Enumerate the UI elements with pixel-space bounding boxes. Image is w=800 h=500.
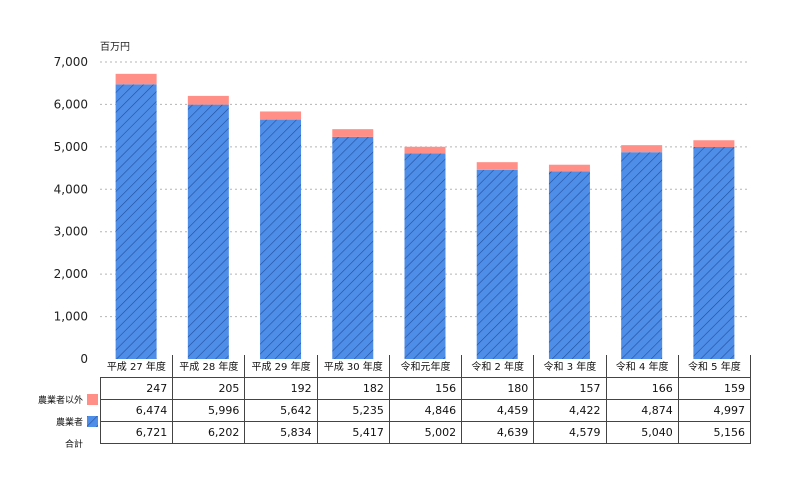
table-cell: 4,997 [677, 398, 751, 422]
table-cell: 4,639 [461, 420, 535, 444]
table-cell: 157 [533, 376, 607, 400]
bar-non-farmer [187, 95, 229, 105]
bar-farmer [693, 146, 735, 359]
data-table: 平成 27 年度 平成 28 年度 平成 29 年度 平成 30 年度 令和元年度 令和 … [99, 355, 751, 444]
table-cell: 6,202 [172, 420, 246, 444]
bar-non-farmer [404, 146, 446, 154]
table-cell: 5,996 [172, 398, 246, 422]
table-cell: 5,156 [677, 420, 751, 444]
legend-swatch-farmer [87, 415, 98, 427]
table-cell: 156 [388, 376, 463, 400]
table-row-labels: 農業者以外 農業者 合計 [20, 388, 98, 454]
table-cell: 166 [605, 376, 679, 400]
category-label: 令和 3 年度 [533, 355, 607, 378]
bar-farmer [476, 169, 518, 359]
table-cell: 5,642 [244, 398, 318, 422]
bar-farmer [548, 171, 590, 359]
table-cell: 247 [99, 376, 174, 400]
table-cell: 6,474 [99, 398, 174, 422]
bar-farmer [621, 152, 663, 359]
table-cell: 159 [677, 376, 751, 400]
bar-non-farmer [476, 162, 518, 170]
table-cell: 6,721 [99, 420, 174, 444]
table-cell: 192 [244, 376, 318, 400]
y-tick-label: 0 [80, 352, 88, 366]
table-cell: 4,874 [605, 398, 679, 422]
table-cell: 5,417 [316, 420, 390, 444]
bar-non-farmer [260, 111, 302, 120]
row-farmer: 6,474 5,996 5,642 5,235 4,846 4,459 4,422 4,874… [99, 398, 751, 422]
category-label: 平成 29 年度 [244, 355, 318, 378]
table-cell: 5,040 [605, 420, 679, 444]
category-label: 令和 4 年度 [605, 355, 679, 378]
legend-swatch-non-farmer [87, 393, 98, 405]
bar-non-farmer [332, 129, 374, 137]
bar-non-farmer [621, 145, 663, 153]
table-cell: 4,846 [388, 398, 463, 422]
bar-farmer [260, 119, 302, 359]
bar-farmer [187, 104, 229, 359]
bar-farmer [404, 153, 446, 359]
category-label: 平成 30 年度 [316, 355, 390, 378]
table-cell: 182 [316, 376, 390, 400]
table-cell: 4,459 [461, 398, 535, 422]
table-cell: 4,579 [533, 420, 607, 444]
category-label: 平成 27 年度 [100, 355, 174, 378]
table-cell: 205 [172, 376, 246, 400]
y-tick-labels: 0 1,000 2,000 3,000 4,000 5,000 6,000 7,000 [54, 55, 88, 366]
table-cell: 4,422 [533, 398, 607, 422]
y-tick-label: 2,000 [54, 267, 88, 281]
row-label-total: 合計 [20, 432, 98, 454]
y-tick-label: 5,000 [54, 140, 88, 154]
row-label-non-farmer-text: 農業者以外 [37, 395, 83, 406]
category-label: 令和 5 年度 [677, 355, 751, 378]
table-cell: 5,834 [244, 420, 318, 444]
row-label-farmer: 農業者 [20, 410, 98, 432]
row-label-farmer-text: 農業者 [55, 417, 83, 428]
y-tick-label: 6,000 [54, 97, 88, 111]
bar-farmer [115, 84, 157, 359]
category-label: 平成 28 年度 [172, 355, 246, 378]
category-label: 令和元年度 [388, 355, 463, 378]
y-tick-label: 4,000 [54, 182, 88, 196]
bar-non-farmer [548, 164, 590, 172]
bars [115, 73, 735, 359]
y-axis-unit: 百万円 [100, 42, 130, 53]
row-total: 6,721 6,202 5,834 5,417 5,002 4,639 4,579 5,040… [99, 420, 751, 444]
bar-non-farmer [115, 73, 157, 85]
bar-non-farmer [693, 140, 735, 147]
category-label: 令和 2 年度 [461, 355, 535, 378]
row-label-total-text: 合計 [64, 439, 83, 450]
y-tick-label: 3,000 [54, 225, 88, 239]
y-tick-label: 7,000 [54, 55, 88, 69]
table-cell: 5,002 [388, 420, 463, 444]
row-label-non-farmer: 農業者以外 [20, 388, 98, 410]
bar-farmer [332, 136, 374, 359]
table-cell: 5,235 [316, 398, 390, 422]
y-tick-label: 1,000 [54, 310, 88, 324]
table-cell: 180 [461, 376, 535, 400]
row-non-farmer: 247 205 192 182 156 180 157 166 159 [99, 376, 751, 400]
